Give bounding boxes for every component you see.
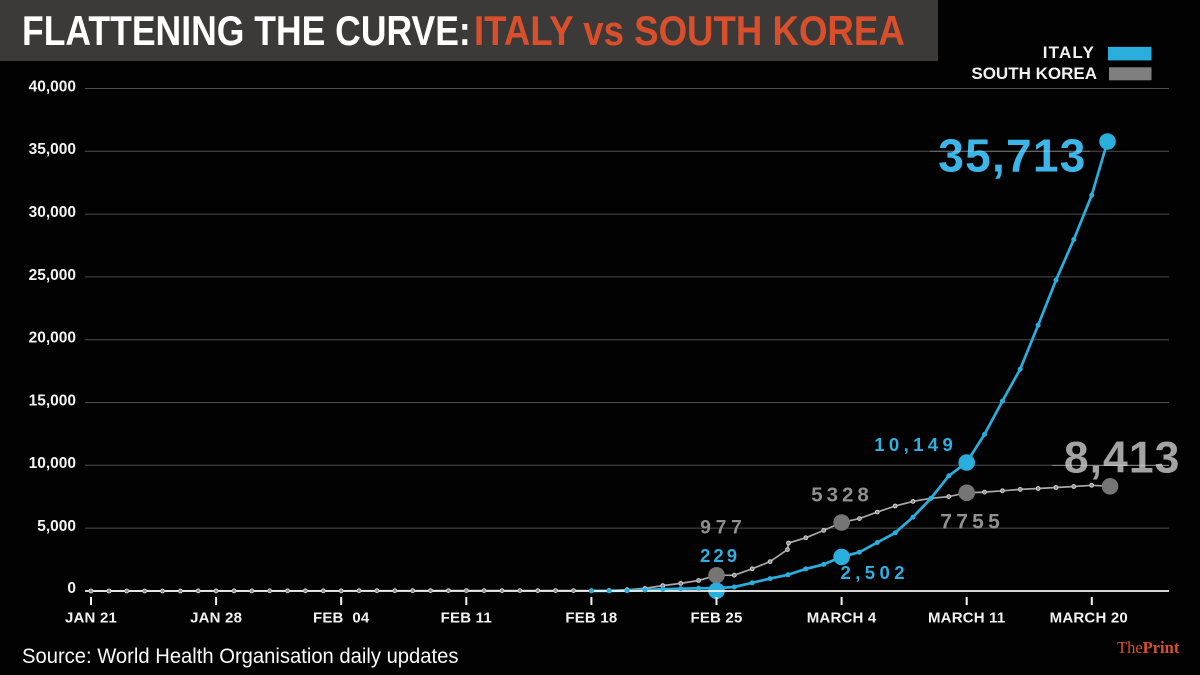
- svg-text:FEB 04: FEB 04: [313, 609, 370, 626]
- svg-text:JAN 21: JAN 21: [65, 609, 117, 626]
- svg-text:10,149: 10,149: [874, 434, 953, 455]
- svg-text:7755: 7755: [940, 511, 1000, 534]
- svg-text:2,502: 2,502: [841, 562, 905, 583]
- svg-text:MARCH 20: MARCH 20: [1050, 609, 1128, 626]
- svg-text:40,000: 40,000: [29, 78, 76, 95]
- svg-text:15,000: 15,000: [29, 392, 76, 409]
- svg-text:SOUTH KOREA: SOUTH KOREA: [971, 64, 1097, 83]
- svg-text:20,000: 20,000: [29, 330, 76, 347]
- svg-text:MARCH 11: MARCH 11: [928, 609, 1005, 626]
- svg-text:MARCH 4: MARCH 4: [807, 609, 877, 626]
- svg-text:0: 0: [67, 580, 76, 597]
- svg-text:FEB 25: FEB 25: [690, 609, 742, 626]
- svg-text:35,000: 35,000: [29, 141, 76, 158]
- svg-text:35,713: 35,713: [938, 130, 1085, 182]
- svg-text:JAN 28: JAN 28: [190, 609, 242, 626]
- svg-text:FEB 18: FEB 18: [565, 609, 617, 626]
- svg-text:30,000: 30,000: [29, 204, 76, 221]
- svg-text:8,413: 8,413: [1064, 433, 1180, 482]
- svg-text:977: 977: [700, 518, 742, 539]
- svg-text:229: 229: [700, 545, 737, 566]
- svg-text:5328: 5328: [811, 484, 869, 507]
- svg-text:25,000: 25,000: [29, 267, 76, 284]
- svg-text:FEB 11: FEB 11: [441, 609, 492, 626]
- svg-text:ITALY: ITALY: [1043, 43, 1095, 62]
- svg-text:10,000: 10,000: [29, 455, 76, 472]
- svg-text:5,000: 5,000: [37, 518, 76, 535]
